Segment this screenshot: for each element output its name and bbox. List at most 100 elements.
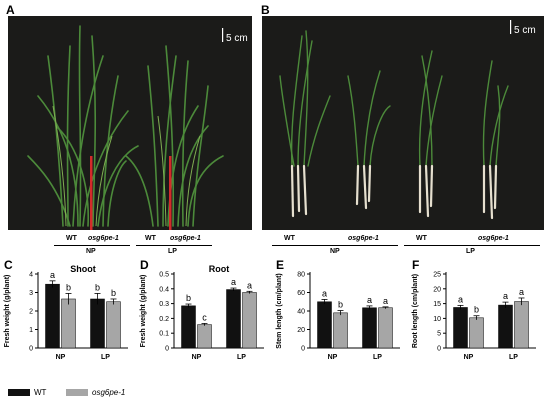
- y-tick-label: 0: [165, 346, 169, 353]
- group-line-a-np: [54, 245, 130, 246]
- x-tick-label: LP: [237, 354, 246, 361]
- label-b-mutant-lp: osg6pe-1: [478, 235, 509, 242]
- significance-letter: a: [458, 294, 463, 304]
- significance-letter: a: [50, 270, 55, 280]
- label-b-lp: LP: [466, 248, 475, 255]
- rice-seedlings-illustration: 5 cm: [262, 16, 544, 230]
- bar: [181, 305, 196, 349]
- label-a-wt-np: WT: [66, 235, 77, 242]
- bar: [453, 307, 468, 349]
- significance-letter: a: [383, 296, 388, 306]
- legend-wt-swatch: [8, 389, 30, 396]
- y-tick-label: 0: [29, 346, 33, 353]
- y-tick-label: 0: [301, 346, 305, 353]
- y-tick-label: 15: [433, 301, 441, 308]
- panel-letter-f: F: [412, 258, 420, 272]
- legend-wt-label: WT: [34, 388, 47, 397]
- significance-letter: b: [111, 288, 116, 298]
- legend-wt: WT: [8, 388, 46, 397]
- bar: [333, 312, 348, 349]
- y-tick-label: 3: [29, 290, 33, 297]
- bar: [362, 307, 377, 349]
- significance-letter: a: [519, 287, 524, 297]
- y-tick-label: 5: [437, 331, 441, 338]
- y-tick-label: 25: [433, 272, 441, 279]
- legend-mutant: osg6pe-1: [66, 388, 125, 397]
- bar: [106, 301, 121, 349]
- group-line-b-np: [272, 245, 398, 246]
- panel-letter-b: B: [261, 3, 270, 17]
- y-tick-label: 0.3: [159, 301, 169, 308]
- label-b-wt-lp: WT: [416, 235, 427, 242]
- significance-letter: b: [338, 300, 343, 310]
- bar: [317, 301, 332, 349]
- bar: [197, 324, 212, 349]
- chart-root-fresh-weight: Root Fresh weight (g/plant) 0 0.1 0.2 0.3 0.4 0…: [140, 264, 264, 361]
- significance-letter: a: [503, 291, 508, 301]
- panel-letter-c: C: [4, 258, 13, 272]
- chart-shoot-fresh-weight: Shoot Fresh weight (g/plant) 0 1 2 3 4 a b NP b b LP: [4, 264, 128, 361]
- significance-letter: b: [95, 282, 100, 292]
- significance-letter: c: [202, 312, 207, 322]
- bar: [45, 283, 60, 349]
- label-b-np: NP: [330, 248, 340, 255]
- y-tick-label: 40: [297, 309, 305, 316]
- legend-mutant-swatch: [66, 389, 88, 396]
- y-tick-label: 20: [297, 327, 305, 334]
- y-tick-label: 0: [437, 346, 441, 353]
- significance-letter: b: [474, 305, 479, 315]
- y-tick-label: 1: [29, 327, 33, 334]
- bar: [61, 298, 76, 349]
- legend-mutant-label: osg6pe-1: [92, 388, 126, 397]
- label-a-mutant-np: osg6pe-1: [88, 235, 119, 242]
- x-tick-label: LP: [373, 354, 382, 361]
- photo-plants-shoots: 5 cm: [8, 16, 252, 230]
- photo-plants-roots: 5 cm: [262, 16, 544, 230]
- label-a-wt-lp: WT: [145, 235, 156, 242]
- y-tick-label: 80: [297, 272, 305, 279]
- label-a-mutant-lp: osg6pe-1: [170, 235, 201, 242]
- significance-letter: a: [247, 280, 252, 290]
- bar: [514, 301, 529, 349]
- x-tick-label: LP: [509, 354, 518, 361]
- x-tick-label: LP: [101, 354, 110, 361]
- label-b-wt-np: WT: [284, 235, 295, 242]
- y-tick-label: 4: [29, 272, 33, 279]
- chart-root-length: Root length (cm/plant) 0 5 10 15 20 25 a b NP a a LP: [412, 272, 536, 361]
- y-tick-label: 0.4: [159, 286, 169, 293]
- group-line-a-lp: [136, 245, 212, 246]
- label-b-mutant-np: osg6pe-1: [348, 235, 379, 242]
- significance-letter: a: [367, 295, 372, 305]
- label-a-np: NP: [86, 248, 96, 255]
- panel-letter-a: A: [6, 3, 15, 17]
- y-tick-label: 0.5: [159, 272, 169, 279]
- y-axis-label: Fresh weight (g/plant): [140, 275, 147, 348]
- x-tick-label: NP: [464, 354, 474, 361]
- significance-letter: a: [322, 288, 327, 298]
- significance-letter: a: [231, 277, 236, 287]
- scale-bar-label-a: 5 cm: [226, 33, 248, 44]
- y-tick-label: 20: [433, 286, 441, 293]
- y-axis-label: Stem length (cm/plant): [276, 273, 283, 348]
- bar: [242, 292, 257, 349]
- label-a-lp: LP: [168, 248, 177, 255]
- chart-title: Shoot: [70, 264, 96, 274]
- y-axis-label: Fresh weight (g/plant): [4, 275, 11, 348]
- bar: [498, 304, 513, 349]
- y-tick-label: 60: [297, 290, 305, 297]
- scale-bar-label-b: 5 cm: [514, 25, 536, 36]
- bar: [378, 307, 393, 349]
- y-axis-label: Root length (cm/plant): [412, 274, 419, 348]
- y-tick-label: 10: [433, 316, 441, 323]
- rice-plants-illustration: 5 cm: [8, 16, 252, 230]
- bar: [90, 298, 105, 349]
- chart-title: Root: [209, 264, 230, 274]
- panel-letter-e: E: [276, 258, 285, 272]
- group-line-b-lp: [404, 245, 540, 246]
- y-tick-label: 2: [29, 309, 33, 316]
- significance-letter: b: [186, 293, 191, 303]
- significance-letter: b: [66, 282, 71, 292]
- chart-stem-length: Stem length (cm/plant) 0 20 40 60 80 a b NP a a LP: [276, 272, 400, 361]
- bar: [226, 289, 241, 349]
- x-tick-label: NP: [56, 354, 66, 361]
